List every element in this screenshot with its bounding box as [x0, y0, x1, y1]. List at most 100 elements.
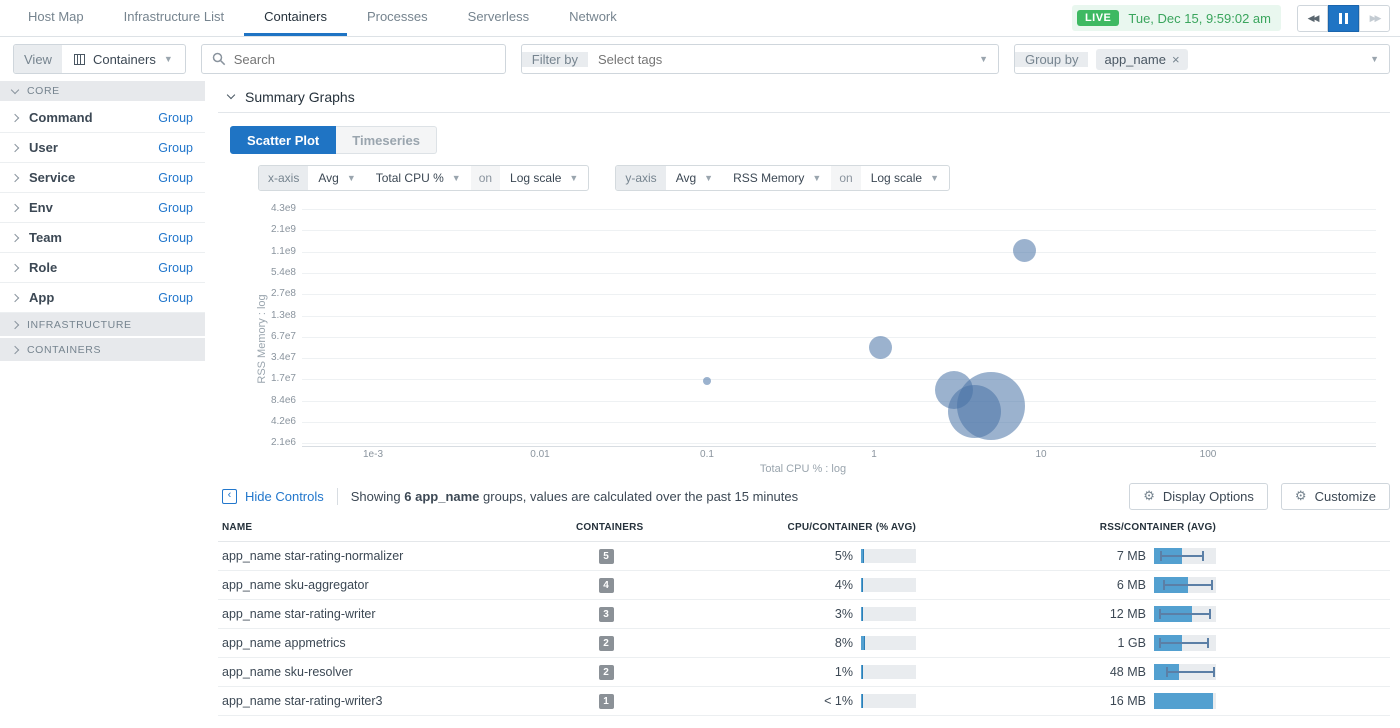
- group-by-link[interactable]: Group: [158, 200, 193, 215]
- y-gridline: [302, 272, 1376, 274]
- scatter-bubble[interactable]: [869, 335, 893, 359]
- chevron-down-icon[interactable]: ▼: [979, 54, 988, 64]
- header-rss: RSS/CONTAINER (AVG): [1099, 522, 1216, 533]
- chevron-down-icon: ▼: [451, 173, 461, 183]
- sidebar-item-command[interactable]: Command Group: [0, 103, 205, 133]
- nav-tab-processes[interactable]: Processes: [366, 9, 428, 24]
- fast-forward-button[interactable]: ▶▶: [1359, 4, 1390, 32]
- nav-tab-containers[interactable]: Containers: [244, 0, 347, 36]
- x-metric-dropdown[interactable]: Total CPU % ▼: [375, 171, 461, 185]
- x-aggregation-dropdown[interactable]: Avg ▼: [318, 171, 356, 185]
- group-by-link[interactable]: Group: [158, 260, 193, 275]
- tab-timeseries[interactable]: Timeseries: [336, 126, 437, 154]
- filter-tags-input[interactable]: [587, 51, 980, 67]
- group-tag[interactable]: app_name ×: [1096, 48, 1188, 70]
- live-badge: LIVE: [1076, 10, 1120, 26]
- chevron-down-icon[interactable]: ▼: [1370, 54, 1379, 64]
- chevron-down-icon: ▼: [163, 54, 173, 64]
- table-row[interactable]: app_name star-rating-writer3 1 < 1% 16 M…: [218, 687, 1390, 716]
- cpu-bar: [861, 578, 916, 592]
- rss-bar: [1154, 577, 1216, 593]
- group-by-tags[interactable]: app_name ×: [1088, 48, 1370, 70]
- nav-tab-host-map[interactable]: Host Map: [28, 9, 84, 24]
- y-axis-tick: 3.4e7: [270, 352, 296, 364]
- sidebar-item-team[interactable]: Team Group: [0, 223, 205, 253]
- y-metric-dropdown[interactable]: RSS Memory ▼: [733, 171, 822, 185]
- y-gridline: [302, 336, 1376, 338]
- plot-controls-row: ‹ Hide Controls Showing 6 app_name group…: [218, 480, 1390, 512]
- nav-tab-serverless[interactable]: Serverless: [467, 9, 530, 24]
- view-dropdown[interactable]: Containers ▼: [62, 45, 185, 73]
- display-options-button[interactable]: ⚙ Display Options: [1129, 482, 1268, 510]
- chevron-right-icon: [10, 143, 20, 152]
- group-name: app_name star-rating-writer3: [222, 694, 383, 708]
- containers-count-badge: 5: [598, 549, 614, 564]
- filter-bar: View Containers ▼ Filter by ▼ Group by a…: [0, 37, 1400, 81]
- search-input[interactable]: [233, 51, 495, 67]
- table-row[interactable]: app_name sku-resolver 2 1% 48 MB: [218, 658, 1390, 687]
- sidebar-item-service[interactable]: Service Group: [0, 163, 205, 193]
- sidebar-item-role[interactable]: Role Group: [0, 253, 205, 283]
- group-by-link[interactable]: Group: [158, 140, 193, 155]
- nav-tabs: Host Map Infrastructure List Containers Pro…: [8, 0, 637, 36]
- rss-whisker-cap: [1158, 609, 1161, 619]
- sidebar-section-core[interactable]: CORE: [0, 81, 205, 101]
- y-axis-tick: 1.3e8: [270, 309, 296, 321]
- cpu-bar: [861, 607, 916, 621]
- filter-by-box: Filter by ▼: [520, 44, 999, 74]
- x-scale-dropdown[interactable]: Log scale ▼: [510, 171, 579, 185]
- fast-forward-icon: ▶▶: [1369, 12, 1382, 23]
- y-gridline: [302, 294, 1376, 296]
- nav-tab-network[interactable]: Network: [569, 9, 617, 24]
- y-gridline: [302, 400, 1376, 402]
- chevron-down-icon: ▼: [346, 173, 356, 183]
- nav-tab-infrastructure-list[interactable]: Infrastructure List: [123, 9, 225, 24]
- rss-bar: [1154, 664, 1216, 680]
- sidebar-item-label: Env: [29, 200, 53, 215]
- table-row[interactable]: app_name appmetrics 2 8% 1 GB: [218, 629, 1390, 658]
- sidebar-item-label: App: [29, 290, 55, 305]
- cpu-value: 5%: [834, 549, 853, 563]
- chevron-down-icon: ▼: [930, 173, 939, 183]
- summary-graphs-header[interactable]: Summary Graphs: [218, 81, 1390, 113]
- cpu-bar: [861, 665, 916, 679]
- hide-controls-link[interactable]: ‹ Hide Controls: [222, 488, 324, 504]
- scatter-bubble[interactable]: [948, 384, 1001, 438]
- containers-count-badge: 2: [598, 665, 614, 680]
- scatter-bubble[interactable]: [703, 376, 711, 385]
- chevron-down-icon: ▼: [704, 173, 714, 183]
- group-by-link[interactable]: Group: [158, 290, 193, 305]
- scatter-plot: 4.3e9 2.1e9 1.1e9 5.4e8 2.7e8 1.3e8 6.7e…: [218, 193, 1390, 480]
- y-axis-tick: 1.7e7: [270, 373, 296, 385]
- pause-button[interactable]: [1328, 4, 1359, 32]
- sidebar-section-containers[interactable]: CONTAINERS: [0, 338, 205, 361]
- sidebar-item-env[interactable]: Env Group: [0, 193, 205, 223]
- sidebar-section-infrastructure[interactable]: INFRASTRUCTURE: [0, 313, 205, 336]
- table-row[interactable]: app_name sku-aggregator 4 4% 6 MB: [218, 571, 1390, 600]
- remove-tag-icon[interactable]: ×: [1171, 51, 1180, 67]
- group-by-link[interactable]: Group: [158, 230, 193, 245]
- sidebar-item-app[interactable]: App Group: [0, 283, 205, 313]
- y-scale-dropdown[interactable]: Log scale ▼: [870, 171, 939, 185]
- live-indicator: LIVE Tue, Dec 15, 9:59:02 am: [1071, 5, 1281, 31]
- filter-by-label: Filter by: [521, 51, 588, 67]
- rewind-button[interactable]: ◀◀: [1297, 4, 1328, 32]
- group-by-link[interactable]: Group: [158, 170, 193, 185]
- table-row[interactable]: app_name star-rating-writer 3 3% 12 MB: [218, 600, 1390, 629]
- cpu-bar: [861, 694, 916, 708]
- chevron-down-icon: ▼: [569, 173, 579, 183]
- group-by-link[interactable]: Group: [158, 110, 193, 125]
- sidebar-item-user[interactable]: User Group: [0, 133, 205, 163]
- y-axis-tick: 4.2e6: [270, 416, 296, 427]
- scatter-bubble[interactable]: [1013, 239, 1037, 263]
- gear-icon: ⚙: [1143, 488, 1155, 503]
- rss-bar: [1154, 548, 1216, 564]
- x-axis-line: [302, 446, 1376, 447]
- showing-summary: Showing 6 app_name groups, values are ca…: [350, 488, 799, 504]
- table-row[interactable]: app_name star-rating-normalizer 5 5% 7 M…: [218, 542, 1390, 571]
- y-aggregation-dropdown[interactable]: Avg ▼: [675, 171, 714, 185]
- tab-scatter-plot[interactable]: Scatter Plot: [230, 126, 337, 154]
- customize-button[interactable]: ⚙ Customize: [1280, 482, 1390, 510]
- rss-value: 7 MB: [1116, 549, 1146, 563]
- chevron-right-icon: [10, 113, 20, 122]
